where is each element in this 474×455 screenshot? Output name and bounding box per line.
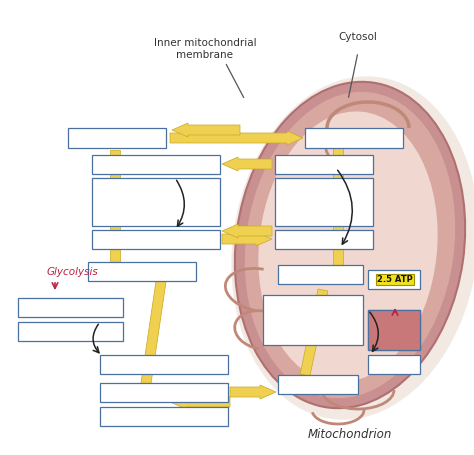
Bar bbox=[18, 322, 123, 341]
Bar bbox=[18, 298, 123, 317]
FancyArrow shape bbox=[222, 224, 272, 238]
Text: Cytosol: Cytosol bbox=[338, 32, 377, 42]
Bar bbox=[368, 270, 420, 289]
FancyArrow shape bbox=[170, 131, 303, 145]
FancyArrow shape bbox=[222, 232, 272, 246]
Bar bbox=[263, 295, 363, 345]
Text: Glycolysis: Glycolysis bbox=[47, 267, 99, 277]
Bar bbox=[368, 355, 420, 374]
Bar bbox=[100, 355, 228, 374]
Bar bbox=[305, 128, 403, 148]
Bar bbox=[278, 265, 363, 284]
Bar bbox=[368, 310, 420, 350]
FancyArrow shape bbox=[333, 128, 343, 265]
Bar bbox=[100, 407, 228, 426]
FancyArrow shape bbox=[230, 385, 276, 399]
Bar bbox=[278, 375, 358, 394]
FancyArrow shape bbox=[140, 267, 168, 391]
FancyArrow shape bbox=[222, 157, 272, 171]
Ellipse shape bbox=[258, 111, 438, 383]
FancyArrow shape bbox=[170, 395, 230, 409]
FancyArrow shape bbox=[300, 289, 328, 376]
Text: Inner mitochondrial
membrane: Inner mitochondrial membrane bbox=[154, 38, 256, 61]
Bar bbox=[275, 230, 373, 249]
FancyArrow shape bbox=[110, 150, 120, 262]
Ellipse shape bbox=[235, 82, 465, 408]
Bar bbox=[92, 230, 220, 249]
Bar bbox=[275, 178, 373, 226]
Bar bbox=[275, 155, 373, 174]
Bar bbox=[92, 155, 220, 174]
Ellipse shape bbox=[231, 76, 474, 420]
Text: Mitochondrion: Mitochondrion bbox=[308, 429, 392, 441]
Bar bbox=[100, 383, 228, 402]
Bar bbox=[92, 178, 220, 226]
Ellipse shape bbox=[245, 92, 455, 398]
Bar bbox=[68, 128, 166, 148]
Text: 2.5 ATP: 2.5 ATP bbox=[377, 275, 413, 284]
Bar bbox=[88, 262, 196, 281]
FancyArrow shape bbox=[172, 123, 240, 137]
Bar bbox=[368, 310, 420, 350]
